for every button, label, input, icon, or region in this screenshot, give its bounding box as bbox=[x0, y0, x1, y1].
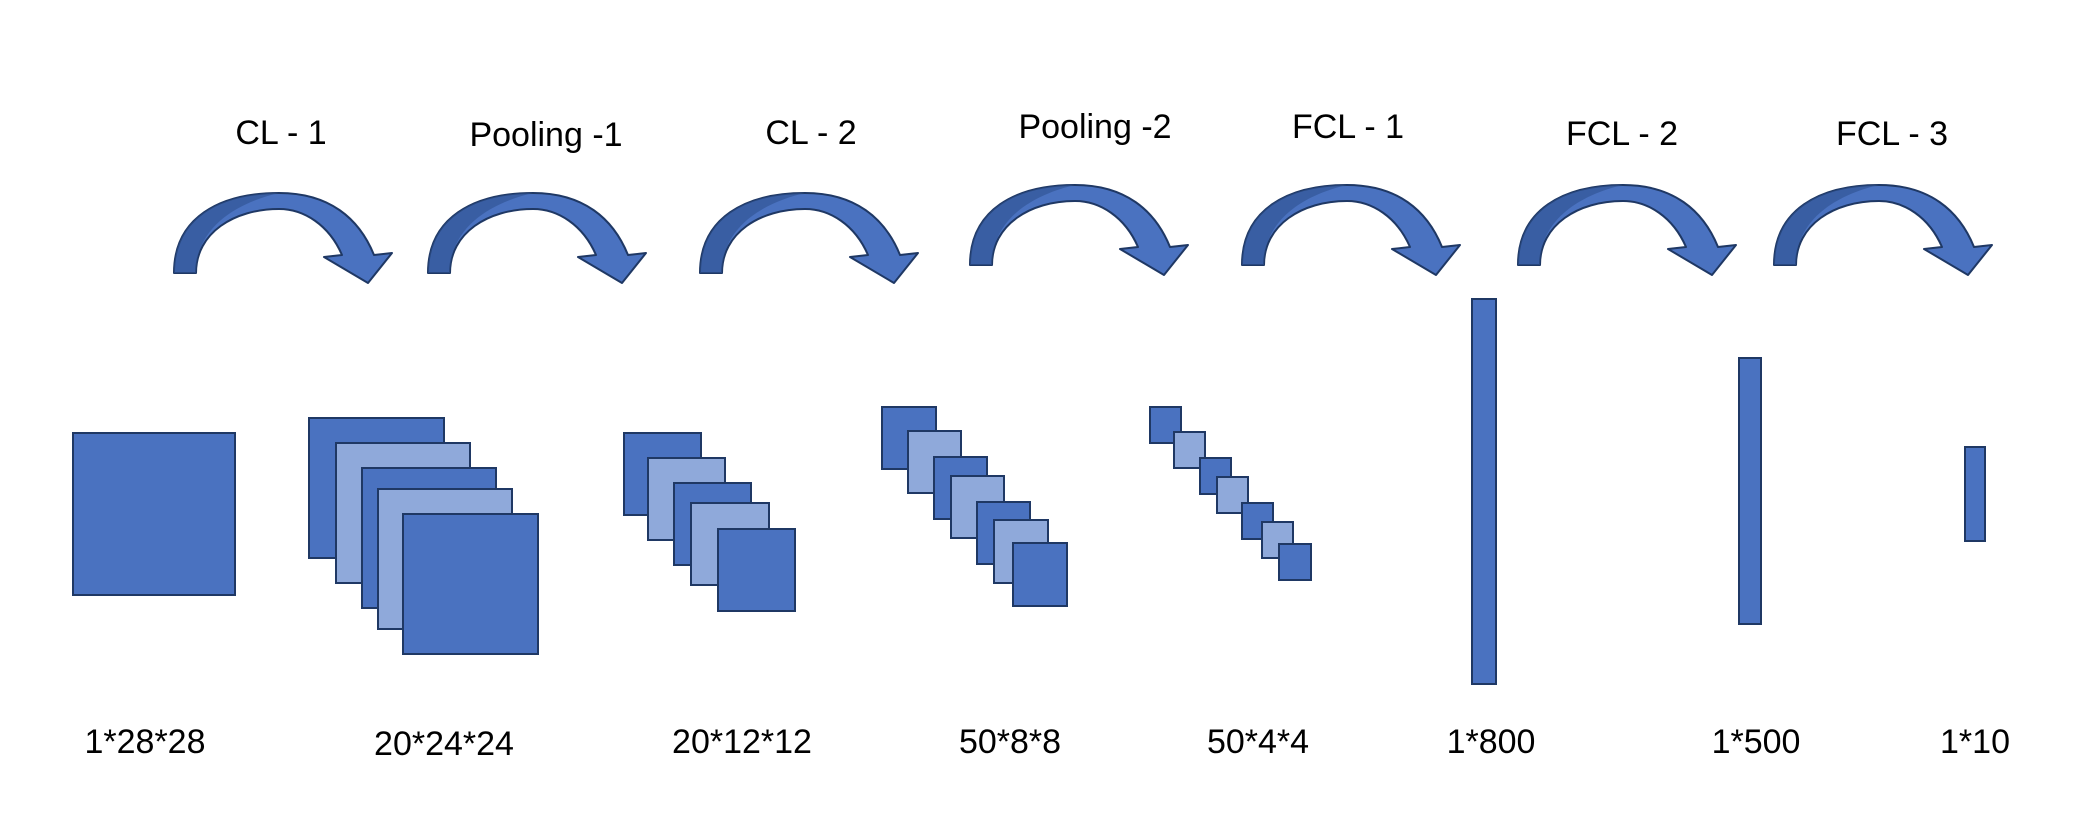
curved-arrow-icon-fcl-1 bbox=[1241, 184, 1461, 276]
fc-vector-fcl-3 bbox=[1964, 446, 1986, 542]
op-label-fcl-3: FCL - 3 bbox=[1835, 115, 1949, 153]
fc-vector-fcl-2 bbox=[1738, 357, 1762, 625]
curved-arrow-icon-pooling-2 bbox=[969, 184, 1189, 276]
curved-arrow-icon-fcl-3 bbox=[1773, 184, 1993, 276]
layer-shape-conv1: 20*24*24 bbox=[374, 725, 514, 763]
op-label-pooling-2: Pooling -2 bbox=[1018, 108, 1172, 146]
feature-map-stack-pool2 bbox=[1149, 406, 1312, 581]
feature-map-stack-pool1 bbox=[623, 432, 796, 612]
feature-map-input bbox=[72, 432, 236, 596]
op-label-pooling-1: Pooling -1 bbox=[469, 116, 623, 154]
layer-shape-fcl-2: 1*500 bbox=[1711, 723, 1801, 761]
layer-shape-fcl-3: 1*10 bbox=[1940, 723, 2010, 761]
op-label-cl-2: CL - 2 bbox=[765, 114, 857, 152]
layer-shape-input: 1*28*28 bbox=[84, 723, 206, 761]
layer-shape-fcl-1: 1*800 bbox=[1446, 723, 1536, 761]
layer-shape-pool1: 20*12*12 bbox=[672, 723, 812, 761]
fc-vector-fcl-1 bbox=[1471, 298, 1497, 685]
op-label-cl-1: CL - 1 bbox=[235, 114, 327, 152]
curved-arrow-icon-pooling-1 bbox=[427, 192, 647, 284]
op-label-fcl-2: FCL - 2 bbox=[1565, 115, 1679, 153]
layer-shape-pool2: 50*4*4 bbox=[1206, 723, 1310, 761]
curved-arrow-icon-cl-1 bbox=[173, 192, 393, 284]
layer-shape-conv2: 50*8*8 bbox=[958, 723, 1062, 761]
curved-arrow-icon-cl-2 bbox=[699, 192, 919, 284]
curved-arrow-icon-fcl-2 bbox=[1517, 184, 1737, 276]
op-label-fcl-1: FCL - 1 bbox=[1291, 108, 1405, 146]
feature-map-stack-conv2 bbox=[881, 406, 1068, 607]
feature-map-stack-conv1 bbox=[308, 417, 539, 655]
